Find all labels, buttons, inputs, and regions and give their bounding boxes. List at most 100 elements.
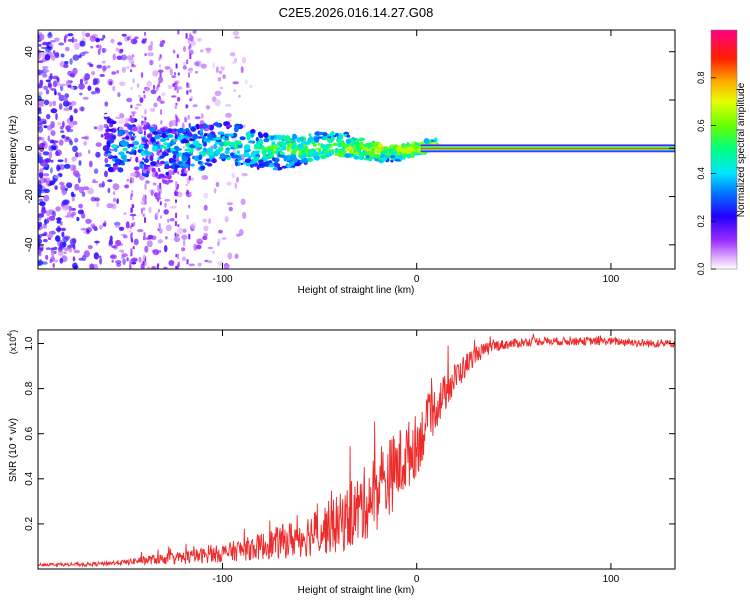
heat-cell	[142, 261, 145, 266]
heat-cell	[299, 137, 304, 141]
heat-cell	[68, 105, 73, 111]
heat-cell	[252, 150, 257, 155]
heat-cell	[44, 54, 51, 61]
heat-cell	[138, 144, 144, 150]
heat-cell	[58, 139, 64, 146]
heat-cell	[286, 147, 291, 152]
heat-cell	[50, 108, 58, 114]
heat-cell	[45, 177, 51, 181]
heat-cell	[188, 234, 191, 240]
heat-cell	[213, 188, 217, 194]
spectrogram-marks	[38, 30, 675, 269]
heat-cell	[173, 145, 180, 150]
heat-cell	[105, 128, 109, 133]
heat-cell	[250, 129, 256, 134]
heat-cell	[38, 69, 41, 76]
heat-cell	[233, 154, 240, 159]
heat-cell	[85, 32, 91, 38]
heat-cell	[215, 66, 219, 74]
heat-cell	[179, 134, 184, 139]
heat-cell	[272, 150, 276, 154]
heat-cell	[202, 141, 208, 147]
snr-axes: -100 0 100 0.2 0.4 0.6 0.8 1.0	[24, 330, 675, 585]
heat-cell	[245, 161, 251, 167]
heat-cell	[152, 145, 158, 152]
heat-cell	[44, 218, 48, 225]
heat-cell	[111, 113, 117, 117]
heat-cell	[158, 191, 161, 197]
heat-cell	[142, 213, 145, 217]
heat-cell	[150, 155, 154, 162]
heat-cell	[78, 54, 82, 59]
heat-cell	[238, 94, 241, 98]
heat-cell	[95, 45, 100, 48]
heat-cell	[225, 264, 230, 269]
heat-cell	[95, 151, 101, 158]
heat-cell	[100, 134, 104, 138]
heat-cell	[201, 175, 209, 180]
heat-cell	[78, 152, 82, 157]
heat-cell	[181, 155, 189, 162]
heat-cell	[190, 163, 195, 167]
colorbar-tick-label: 0.2	[696, 215, 706, 228]
heat-cell	[65, 125, 71, 131]
heat-cell	[202, 235, 208, 241]
heat-cell	[213, 143, 218, 150]
heat-cell	[142, 137, 146, 142]
heat-cell	[146, 80, 152, 87]
heat-cell	[175, 265, 178, 269]
heat-cell	[158, 95, 161, 98]
heat-cell	[96, 255, 102, 258]
heat-cell	[143, 164, 151, 168]
heat-cell	[157, 168, 160, 171]
heat-cell	[161, 40, 166, 44]
heat-cell	[187, 132, 193, 137]
heat-cell	[124, 117, 129, 125]
heat-cell	[326, 151, 333, 157]
heat-cell	[236, 176, 239, 183]
heat-cell	[177, 132, 180, 138]
heat-cell	[38, 84, 43, 89]
heat-cell	[130, 39, 133, 43]
heat-cell	[42, 188, 49, 192]
heat-cell	[289, 161, 295, 166]
heat-cell	[176, 128, 184, 134]
heat-cell	[122, 258, 126, 265]
heat-cell	[104, 101, 109, 107]
heat-cell	[56, 81, 61, 87]
heat-cell	[89, 263, 95, 269]
heat-cell	[156, 250, 159, 254]
heat-cell	[341, 146, 346, 150]
heat-cell	[157, 69, 164, 73]
heat-cell	[177, 235, 180, 239]
heat-cell	[243, 152, 250, 158]
heat-cell	[152, 142, 157, 146]
heat-cell	[258, 138, 263, 145]
heat-cell	[271, 141, 276, 145]
heat-cell	[176, 88, 179, 93]
heat-cell	[129, 260, 132, 265]
heat-cell	[146, 133, 153, 139]
heat-cell	[157, 164, 160, 167]
heat-cell	[64, 61, 69, 65]
heat-cell	[301, 150, 306, 155]
heat-cell	[117, 120, 123, 124]
heat-cell	[107, 187, 111, 194]
heat-cell	[253, 145, 261, 150]
heat-cell	[142, 157, 145, 161]
heat-cell	[92, 78, 98, 85]
heat-cell	[187, 165, 190, 169]
heat-cell	[168, 260, 175, 266]
heat-cell	[138, 94, 141, 98]
heat-cell	[240, 198, 246, 206]
heat-cell	[73, 108, 78, 114]
heat-cell	[76, 216, 80, 222]
heat-cell	[281, 134, 286, 140]
heat-cell	[189, 192, 192, 196]
heat-cell	[212, 62, 215, 69]
heat-cell	[147, 45, 153, 51]
heat-cell	[187, 115, 190, 120]
heat-cell	[104, 157, 109, 164]
heat-cell	[205, 158, 210, 162]
heat-cell	[197, 160, 202, 165]
